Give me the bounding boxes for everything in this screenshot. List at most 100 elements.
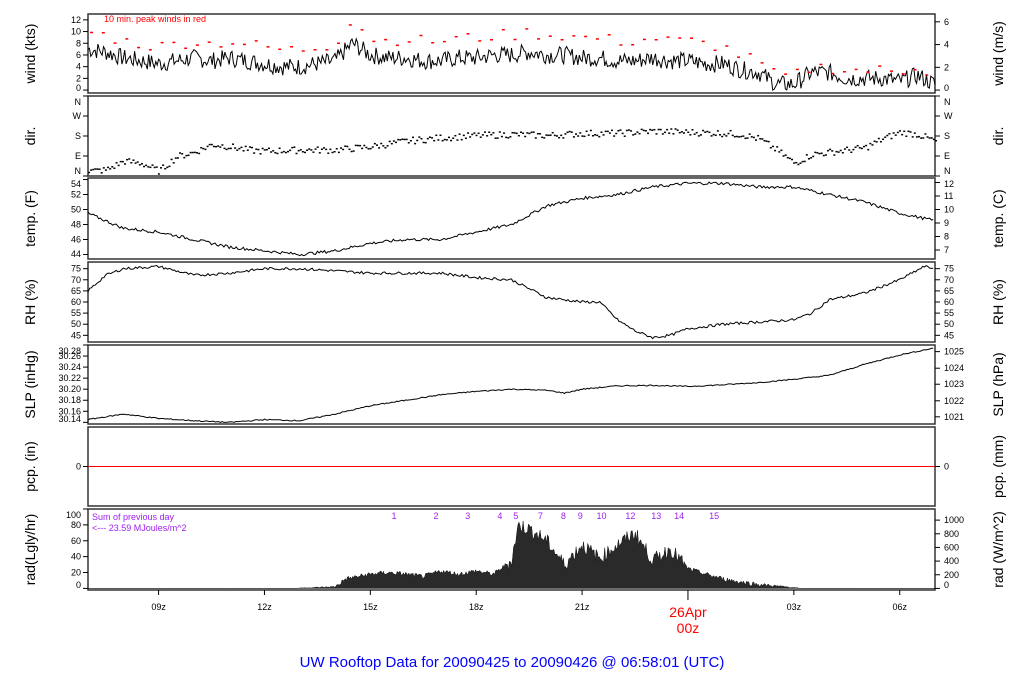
direction-point: [932, 138, 935, 141]
direction-point: [560, 134, 563, 137]
direction-point: [198, 152, 201, 155]
direction-point: [644, 130, 647, 132]
direction-point: [784, 154, 787, 156]
right-tick-label: 45: [944, 330, 954, 340]
direction-point: [723, 133, 726, 136]
left-tick-label: 20: [71, 568, 81, 578]
direction-point: [928, 137, 931, 139]
direction-point: [409, 139, 412, 142]
direction-point: [600, 131, 603, 133]
direction-point: [257, 148, 260, 151]
peak-wind-mark: [90, 31, 94, 34]
x-tick-label: 12z: [257, 602, 272, 612]
right-tick-label: 800: [944, 529, 959, 539]
hour-marker: 9: [578, 511, 583, 521]
direction-point: [390, 142, 393, 145]
direction-point: [869, 142, 872, 145]
direction-point: [820, 152, 823, 155]
direction-point: [511, 131, 514, 134]
hour-marker: 13: [651, 511, 661, 521]
peak-wind-mark: [442, 40, 446, 43]
direction-point: [854, 146, 857, 149]
x-tick-label: 15z: [363, 602, 378, 612]
direction-point: [359, 144, 362, 147]
direction-point: [92, 168, 95, 171]
direction-point: [90, 169, 93, 171]
right-tick-label: 6: [944, 17, 949, 27]
left-tick-label: 45: [71, 330, 81, 340]
panel-rad: 02040608010002004006008001000rad(Lgly/hr…: [22, 508, 1006, 591]
direction-point: [848, 149, 851, 151]
direction-point: [134, 162, 137, 164]
direction-point: [145, 164, 148, 167]
direction-point: [509, 136, 512, 138]
direction-point: [875, 141, 878, 143]
direction-point: [331, 151, 334, 154]
peak-wind-mark: [584, 35, 588, 38]
direction-point: [596, 134, 599, 137]
right-tick-label: 12: [944, 179, 954, 189]
peak-wind-mark: [231, 43, 235, 45]
direction-point: [678, 131, 681, 134]
direction-point: [725, 135, 728, 137]
direction-point: [251, 146, 254, 149]
peak-wind-mark: [384, 38, 388, 41]
direction-point: [217, 145, 220, 147]
hour-marker: 12: [625, 511, 635, 521]
direction-point: [867, 148, 870, 151]
direction-point: [130, 161, 133, 164]
peak-wind-mark: [266, 46, 270, 48]
direction-point: [822, 154, 825, 157]
peak-wind-mark: [478, 40, 482, 42]
direction-point: [735, 135, 738, 138]
direction-point: [392, 140, 395, 142]
direction-point: [896, 131, 899, 134]
direction-point: [174, 157, 177, 159]
left-tick-label: 60: [71, 297, 81, 307]
direction-point: [742, 135, 745, 137]
daily-sum-label: Sum of previous day: [92, 512, 175, 522]
peak-wind-mark: [866, 71, 870, 73]
direction-point: [378, 147, 381, 149]
peak-wind-mark: [607, 34, 611, 36]
direction-point: [270, 151, 273, 153]
direction-point: [731, 134, 734, 137]
left-tick-label: 10: [71, 27, 81, 37]
direction-point: [621, 132, 624, 135]
peak-wind-mark: [819, 63, 823, 66]
direction-point: [619, 129, 622, 131]
direction-point: [930, 137, 933, 139]
direction-point: [424, 141, 427, 144]
left-tick-label: E: [75, 151, 81, 161]
direction-point: [287, 150, 290, 153]
left-tick-label: 54: [71, 179, 81, 189]
left-tick-label: 8: [76, 38, 81, 48]
right-tick-label: 1023: [944, 379, 964, 389]
direction-point: [513, 132, 516, 134]
right-tick-label: 70: [944, 275, 954, 285]
direction-point: [481, 134, 484, 136]
direction-point: [795, 161, 798, 164]
direction-point: [433, 139, 436, 142]
direction-point: [399, 139, 402, 141]
right-tick-label: 50: [944, 319, 954, 329]
direction-point: [856, 144, 859, 147]
direction-point: [293, 146, 296, 148]
direction-point: [680, 131, 683, 133]
direction-point: [581, 135, 584, 137]
direction-point: [780, 149, 783, 152]
direction-point: [208, 143, 211, 146]
direction-point: [752, 136, 755, 139]
direction-point: [401, 138, 404, 141]
direction-point: [755, 139, 758, 141]
right-tick-label: N: [944, 166, 951, 176]
direction-point: [464, 137, 467, 140]
left-tick-label: 30.16: [58, 406, 81, 416]
peak-wind-mark: [854, 68, 858, 71]
direction-point: [712, 133, 715, 136]
direction-point: [221, 144, 224, 146]
direction-point: [289, 149, 292, 152]
direction-point: [661, 133, 664, 135]
